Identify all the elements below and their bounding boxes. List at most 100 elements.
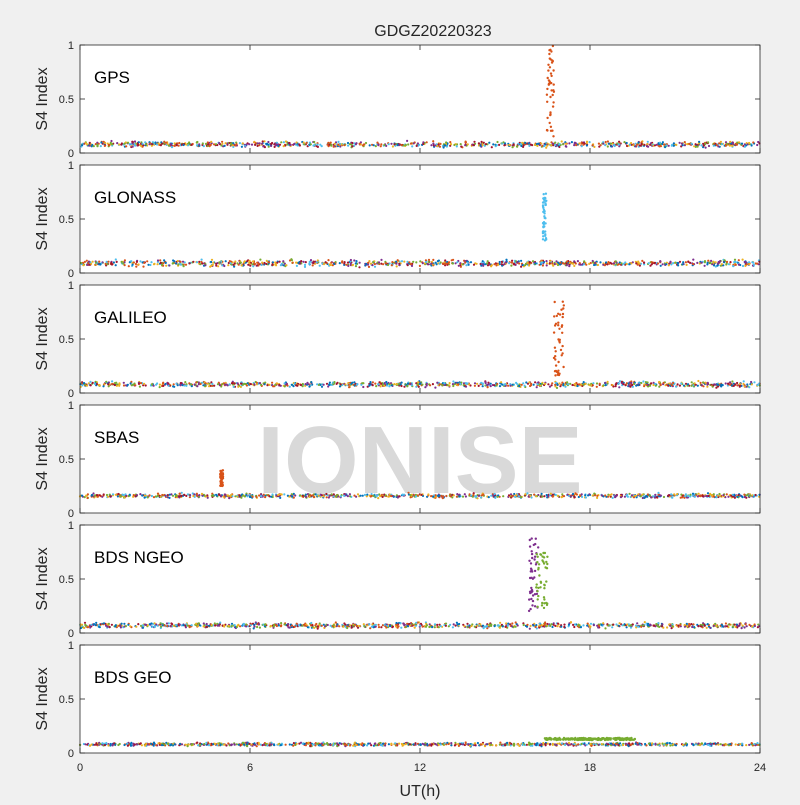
data-point <box>444 263 446 265</box>
data-point <box>702 495 704 497</box>
data-point <box>691 143 693 145</box>
data-point <box>116 261 118 263</box>
data-point <box>684 141 686 143</box>
data-point <box>161 494 163 496</box>
data-point <box>551 626 553 628</box>
data-point <box>366 624 368 626</box>
data-point <box>661 143 663 145</box>
data-point <box>713 493 715 495</box>
data-point <box>696 262 698 264</box>
data-point <box>480 382 482 384</box>
data-point <box>291 625 293 627</box>
data-point <box>734 624 736 626</box>
data-point <box>86 143 88 145</box>
data-point <box>86 385 88 387</box>
data-point <box>183 494 185 496</box>
data-point <box>411 145 413 147</box>
data-point <box>175 495 177 497</box>
data-point <box>504 383 506 385</box>
data-point <box>713 496 715 498</box>
event-point <box>536 590 538 592</box>
data-point <box>400 385 402 387</box>
data-point <box>91 495 93 497</box>
event-point <box>545 193 547 195</box>
data-point <box>415 386 417 388</box>
data-point <box>485 382 487 384</box>
data-point <box>518 385 520 387</box>
data-point <box>401 260 403 262</box>
data-point <box>637 261 639 263</box>
data-point <box>179 384 181 386</box>
data-point <box>199 263 201 265</box>
data-point <box>111 380 113 382</box>
data-point <box>725 382 727 384</box>
data-point <box>745 494 747 496</box>
data-point <box>737 625 739 627</box>
data-point <box>196 385 198 387</box>
data-point <box>566 260 568 262</box>
data-point <box>709 493 711 495</box>
data-point <box>629 263 631 265</box>
event-point <box>546 101 548 103</box>
event-point <box>221 485 223 487</box>
data-point <box>741 495 743 497</box>
data-point <box>534 144 536 146</box>
data-point <box>122 263 124 265</box>
data-point <box>393 143 395 145</box>
data-point <box>660 265 662 267</box>
data-point <box>713 264 715 266</box>
data-point <box>123 384 125 386</box>
data-point <box>580 264 582 266</box>
data-point <box>380 145 382 147</box>
data-point <box>323 624 325 626</box>
data-point <box>84 261 86 263</box>
data-point <box>155 495 157 497</box>
event-point <box>531 550 533 552</box>
data-point <box>574 383 576 385</box>
data-point <box>218 625 220 627</box>
data-point <box>520 260 522 262</box>
data-point <box>697 495 699 497</box>
data-point <box>629 493 631 495</box>
data-point <box>329 382 331 384</box>
data-point <box>748 624 750 626</box>
data-point <box>321 625 323 627</box>
data-point <box>700 382 702 384</box>
data-point <box>596 495 598 497</box>
data-point <box>369 381 371 383</box>
data-point <box>562 143 564 145</box>
panel-label: GALILEO <box>94 308 167 327</box>
event-point <box>530 598 532 600</box>
data-point <box>704 625 706 627</box>
y-axis-label: S4 Index <box>34 67 51 130</box>
data-point <box>160 626 162 628</box>
data-point <box>657 262 659 264</box>
data-point <box>726 625 728 627</box>
axes-background <box>80 45 760 153</box>
data-point <box>330 145 332 147</box>
event-point <box>557 361 559 363</box>
data-point <box>110 262 112 264</box>
data-point <box>159 384 161 386</box>
data-point <box>510 265 512 267</box>
data-point <box>615 385 617 387</box>
event-point <box>557 338 559 340</box>
data-point <box>499 385 501 387</box>
data-point <box>605 384 607 386</box>
data-point <box>365 263 367 265</box>
data-point <box>349 495 351 497</box>
data-point <box>141 143 143 145</box>
data-point <box>100 141 102 143</box>
data-point <box>482 625 484 627</box>
data-point <box>539 625 541 627</box>
data-point <box>501 261 503 263</box>
data-point <box>650 142 652 144</box>
data-point <box>464 261 466 263</box>
data-point <box>532 260 534 262</box>
data-point <box>247 264 249 266</box>
data-point <box>486 384 488 386</box>
data-point <box>92 382 94 384</box>
data-point <box>179 261 181 263</box>
data-point <box>363 625 365 627</box>
data-point <box>554 384 556 386</box>
